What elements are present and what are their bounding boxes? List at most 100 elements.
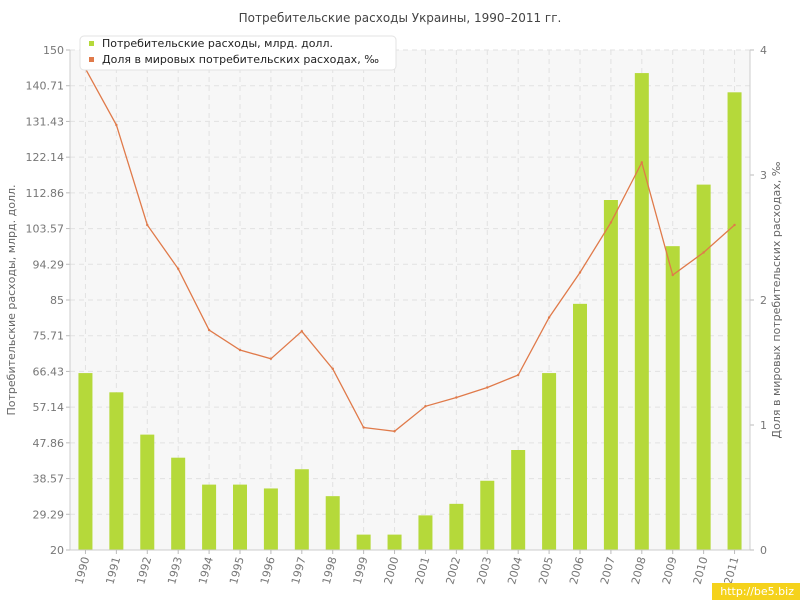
x-tick-label: 1999: [351, 555, 371, 585]
y-tick-label: 140.71: [26, 80, 65, 93]
y-tick-label: 47.86: [33, 437, 65, 450]
bar: [356, 534, 371, 550]
line-point: [238, 348, 242, 352]
y-tick-label: 85: [50, 294, 64, 307]
line-point: [640, 161, 644, 164]
bar: [109, 392, 124, 550]
x-axis: 1990 1991 1992 1993 1994 1995 1996 1997 1998 1999…: [70, 549, 750, 586]
y-axis-left: 20 29.29 38.57 47.86 57.14 66.43 75.71 85 94.29 1…: [26, 44, 71, 557]
x-tick-label: 2009: [660, 555, 680, 585]
bar: [727, 92, 742, 551]
bar: [449, 503, 464, 550]
legend-box: [79, 35, 397, 71]
line-point: [609, 221, 613, 224]
y-tick-label: 66.43: [33, 365, 65, 378]
x-tick-label: 2001: [413, 555, 433, 585]
legend[interactable]: Потребительские расходы, млрд. долл. Дол…: [79, 35, 397, 71]
watermark[interactable]: http://be5.biz: [712, 583, 800, 600]
line-point: [300, 330, 304, 333]
x-tick-label: 2011: [722, 555, 742, 585]
x-tick-label: 2008: [629, 555, 649, 585]
x-tick-label: 2005: [536, 555, 556, 585]
legend-marker-bars: [89, 41, 94, 46]
line-point: [115, 123, 118, 127]
line-point: [578, 271, 582, 274]
legend-marker-line: [89, 57, 94, 62]
line-point: [331, 367, 334, 370]
line-point: [362, 426, 365, 429]
x-tick-label: 1992: [134, 555, 154, 585]
x-tick-label: 2006: [567, 555, 587, 585]
bar: [233, 484, 247, 550]
bar: [325, 496, 340, 550]
bar: [78, 373, 93, 550]
y-tick-label: 94.29: [33, 258, 65, 271]
line-point: [733, 223, 736, 227]
chart-title: Потребительские расходы Украины, 1990–20…: [239, 11, 562, 25]
legend-label-bars[interactable]: Потребительские расходы, млрд. долл.: [102, 37, 333, 50]
y-tick-label: 131.43: [26, 115, 65, 128]
bar: [665, 246, 680, 550]
bar: [542, 373, 557, 550]
x-tick-label: 1994: [196, 555, 216, 585]
bar-series: [78, 73, 742, 551]
bar: [480, 480, 495, 550]
x-tick-label: 2002: [443, 555, 463, 585]
y-tick-label: 20: [50, 544, 64, 557]
y-tick-label: 112.86: [26, 187, 65, 200]
bar: [573, 303, 587, 550]
line-point: [393, 430, 396, 433]
bar: [263, 488, 278, 550]
line-point: [671, 273, 674, 277]
x-tick-label: 2007: [598, 555, 618, 585]
line-point: [455, 396, 458, 399]
bar: [202, 484, 217, 550]
line-point: [269, 357, 273, 360]
bar: [140, 434, 155, 550]
x-tick-label: 2010: [691, 555, 711, 585]
y-axis-label: Потребительские расходы, млрд. долл.: [5, 185, 18, 416]
x-tick-label: 1993: [165, 555, 185, 585]
x-tick-label: 2000: [382, 555, 402, 585]
line-path: [84, 68, 735, 432]
y-tick-label: 75.71: [33, 330, 65, 343]
y-tick-label: 122.14: [26, 151, 65, 164]
line-point: [486, 386, 489, 389]
bar: [634, 73, 649, 551]
line-point: [516, 373, 520, 377]
line-series: [84, 67, 736, 433]
y-tick-label: 150: [43, 44, 64, 57]
y2-tick-label: 1: [760, 419, 767, 432]
y-tick-label: 29.29: [33, 508, 65, 521]
line-point: [207, 328, 211, 332]
y-tick-label: 57.14: [33, 401, 65, 414]
bar: [294, 469, 309, 550]
y2-tick-label: 4: [760, 44, 767, 57]
x-tick-label: 1995: [227, 555, 247, 585]
y2-axis-label: Доля в мировых потребительских расходах,…: [770, 161, 783, 438]
bar: [603, 200, 618, 550]
bar: [387, 534, 402, 550]
line-point: [547, 316, 551, 319]
line-point: [176, 267, 180, 270]
x-tick-label: 2003: [474, 555, 494, 585]
line-point: [146, 223, 149, 227]
y2-tick-label: 3: [760, 169, 767, 182]
bar: [696, 184, 711, 550]
y2-tick-label: 2: [760, 294, 767, 307]
legend-label-line[interactable]: Доля в мировых потребительских расходах,…: [102, 53, 379, 66]
y-axis-right: 0 1 2 3 4: [749, 44, 767, 557]
y-tick-label: 103.57: [26, 223, 65, 236]
y2-tick-label: 0: [760, 544, 767, 557]
bar: [418, 515, 433, 550]
x-tick-label: 1996: [258, 555, 278, 585]
x-tick-label: 1998: [320, 555, 340, 585]
x-tick-label: 1990: [73, 555, 93, 585]
x-tick-label: 1991: [103, 555, 123, 585]
y-tick-label: 38.57: [33, 473, 65, 486]
line-point: [424, 405, 427, 408]
bar: [171, 457, 186, 550]
x-tick-label: 1997: [289, 555, 309, 585]
x-tick-label: 2004: [505, 555, 525, 585]
